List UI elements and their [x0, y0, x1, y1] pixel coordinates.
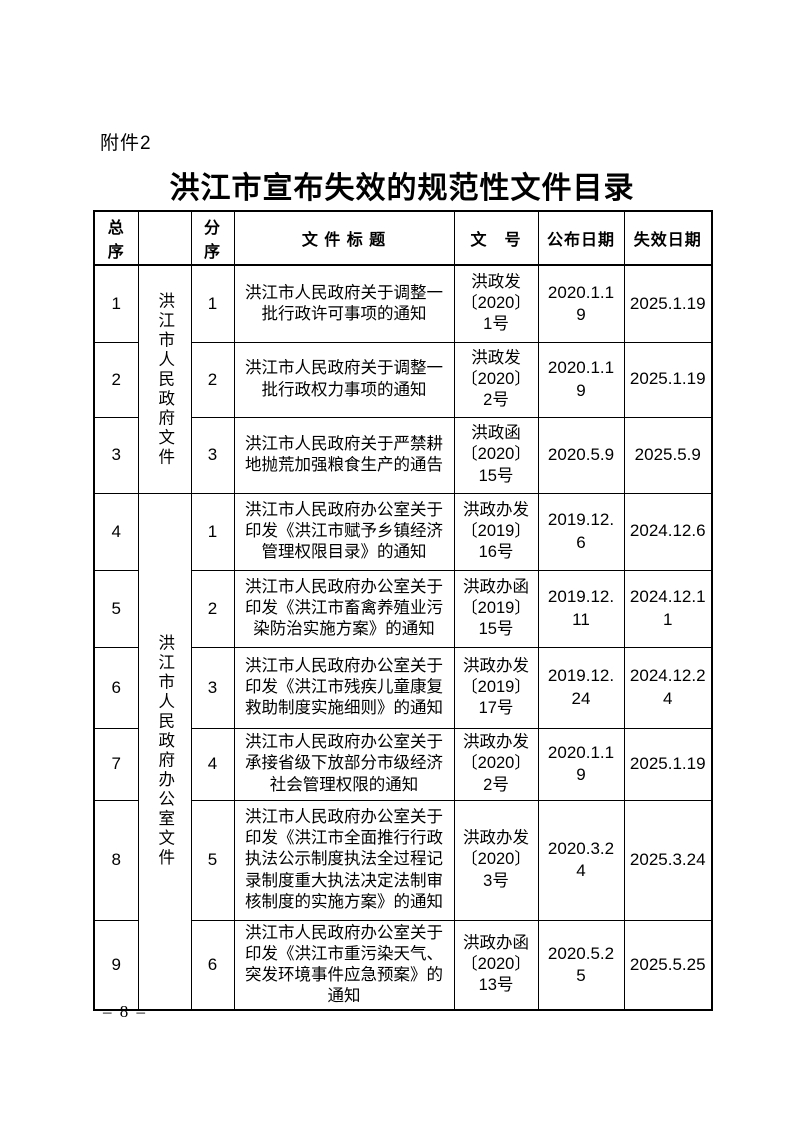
header-sub-no: 分序	[190, 210, 235, 266]
expire-date-cell: 2025.5.9	[623, 416, 713, 494]
doc-no-cell: 洪政办发 〔2019〕 16号	[453, 492, 539, 571]
doc-title-cell: 洪江市人民政府办公室关于印发《洪江市畜禽养殖业污染防治实施方案》的通知	[233, 569, 455, 648]
doc-title-cell: 洪江市人民政府办公室关于印发《洪江市赋予乡镇经济管理权限目录》的通知	[233, 492, 455, 571]
overall-no-cell: 1	[93, 264, 139, 343]
overall-no-cell: 6	[93, 646, 139, 729]
table-row: 2 2 洪江市人民政府关于调整一批行政权力事项的通知 洪政发 〔2020〕 2号…	[93, 341, 713, 418]
overall-no-cell: 4	[93, 492, 139, 571]
category-label: 洪江市人民政府办公室文件	[155, 634, 174, 869]
table-row: 1 洪江市人民政府文件 1 洪江市人民政府关于调整一批行政许可事项的通知 洪政发…	[93, 264, 713, 494]
table-header: 总序 分序 文 件 标 题 文 号 公布日期 失效日期	[93, 210, 713, 266]
expire-date-cell: 2025.3.24	[623, 799, 713, 921]
page-number: – 8 –	[103, 1002, 147, 1021]
header-doc-no: 文 号	[453, 210, 539, 266]
expire-date-cell: 2025.5.25	[623, 919, 713, 1011]
sub-no-cell: 5	[190, 799, 235, 921]
doc-no-cell: 洪政办函 〔2020〕 13号	[453, 919, 539, 1011]
sub-no-cell: 6	[190, 919, 235, 1011]
doc-no-cell: 洪政发 〔2020〕 1号	[453, 264, 539, 343]
table-row: 3 3 洪江市人民政府关于严禁耕地抛荒加强粮食生产的通告 洪政函 〔2020〕 …	[93, 416, 713, 494]
publish-date-cell: 2020.1.19	[537, 341, 625, 418]
publish-date-cell: 2020.5.25	[537, 919, 625, 1011]
sub-no-cell: 4	[190, 727, 235, 801]
publish-date-cell: 2020.3.24	[537, 799, 625, 921]
attachment-label: 附件2	[100, 133, 152, 154]
sub-no-cell: 3	[190, 416, 235, 494]
sub-no-cell: 1	[190, 492, 235, 571]
doc-title-cell: 洪江市人民政府关于严禁耕地抛荒加强粮食生产的通告	[233, 416, 455, 494]
header-doc-title: 文 件 标 题	[233, 210, 455, 266]
publish-date-cell: 2019.12.6	[537, 492, 625, 571]
publish-date-cell: 2019.12.24	[537, 646, 625, 729]
doc-title-cell: 洪江市人民政府办公室关于印发《洪江市全面推行行政执法公示制度执法全过程记录制度重…	[233, 799, 455, 921]
publish-date-cell: 2019.12.11	[537, 569, 625, 648]
doc-no-cell: 洪政办发 〔2020〕 2号	[453, 727, 539, 801]
category-label: 洪江市人民政府文件	[155, 291, 174, 468]
category-cell-government-office: 洪江市人民政府办公室文件	[137, 492, 192, 1011]
doc-title-cell: 洪江市人民政府办公室关于印发《洪江市重污染天气、突发环境事件应急预案》的通知	[233, 919, 455, 1011]
overall-no-cell: 7	[93, 727, 139, 801]
category-cell-government: 洪江市人民政府文件	[137, 264, 192, 494]
publish-date-cell: 2020.5.9	[537, 416, 625, 494]
publish-date-cell: 2020.1.19	[537, 264, 625, 343]
sub-no-cell: 2	[190, 569, 235, 648]
publish-date-cell: 2020.1.19	[537, 727, 625, 801]
overall-no-cell: 8	[93, 799, 139, 921]
expire-date-cell: 2025.1.19	[623, 727, 713, 801]
doc-no-cell: 洪政办发 〔2019〕 17号	[453, 646, 539, 729]
sub-no-cell: 2	[190, 341, 235, 418]
doc-no-cell: 洪政函 〔2020〕 15号	[453, 416, 539, 494]
doc-title-cell: 洪江市人民政府关于调整一批行政许可事项的通知	[233, 264, 455, 343]
doc-title-cell: 洪江市人民政府关于调整一批行政权力事项的通知	[233, 341, 455, 418]
doc-no-cell: 洪政办函 〔2019〕 15号	[453, 569, 539, 648]
doc-no-cell: 洪政办发 〔2020〕 3号	[453, 799, 539, 921]
page-title: 洪江市宣布失效的规范性文件目录	[169, 172, 635, 205]
table-row: 4 洪江市人民政府办公室文件 1 洪江市人民政府办公室关于印发《洪江市赋予乡镇经…	[93, 492, 713, 1011]
sub-no-cell: 3	[190, 646, 235, 729]
header-expire-date: 失效日期	[623, 210, 713, 266]
expire-date-cell: 2025.1.19	[623, 264, 713, 343]
doc-title-cell: 洪江市人民政府办公室关于印发《洪江市残疾儿童康复救助制度实施细则》的通知	[233, 646, 455, 729]
expire-date-cell: 2024.12.6	[623, 492, 713, 571]
table-row: 6 3 洪江市人民政府办公室关于印发《洪江市残疾儿童康复救助制度实施细则》的通知…	[93, 646, 713, 729]
expire-date-cell: 2024.12.11	[623, 569, 713, 648]
header-overall-no: 总序	[93, 210, 139, 266]
doc-no-cell: 洪政发 〔2020〕 2号	[453, 341, 539, 418]
expire-date-cell: 2024.12.24	[623, 646, 713, 729]
table-row: 5 2 洪江市人民政府办公室关于印发《洪江市畜禽养殖业污染防治实施方案》的通知 …	[93, 569, 713, 648]
overall-no-cell: 5	[93, 569, 139, 648]
table-row: 9 6 洪江市人民政府办公室关于印发《洪江市重污染天气、突发环境事件应急预案》的…	[93, 919, 713, 1011]
overall-no-cell: 3	[93, 416, 139, 494]
header-publish-date: 公布日期	[537, 210, 625, 266]
header-category	[137, 210, 192, 266]
overall-no-cell: 9	[93, 919, 139, 1011]
doc-title-cell: 洪江市人民政府办公室关于承接省级下放部分市级经济社会管理权限的通知	[233, 727, 455, 801]
expire-date-cell: 2025.1.19	[623, 341, 713, 418]
table-row: 8 5 洪江市人民政府办公室关于印发《洪江市全面推行行政执法公示制度执法全过程记…	[93, 799, 713, 921]
overall-no-cell: 2	[93, 341, 139, 418]
invalidated-documents-table: 总序 分序 文 件 标 题 文 号 公布日期 失效日期 1 洪江市人民政府文件 …	[93, 210, 713, 1011]
sub-no-cell: 1	[190, 264, 235, 343]
table-row: 7 4 洪江市人民政府办公室关于承接省级下放部分市级经济社会管理权限的通知 洪政…	[93, 727, 713, 801]
